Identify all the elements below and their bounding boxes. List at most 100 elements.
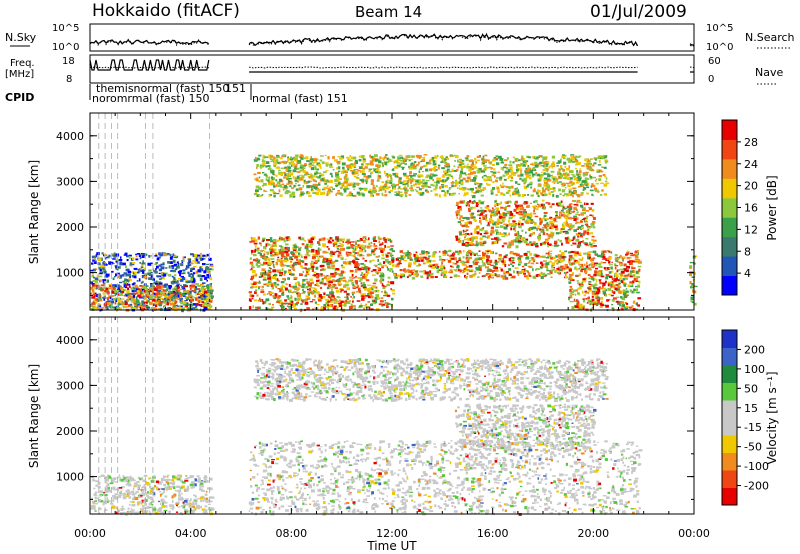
range-time-cell (280, 301, 283, 303)
range-time-cell (552, 187, 556, 191)
range-time-cell (341, 171, 345, 174)
range-time-cell (345, 283, 349, 287)
range-time-cell (258, 195, 263, 197)
range-time-cell (190, 269, 193, 272)
range-time-cell (251, 253, 253, 255)
range-time-cell (267, 275, 269, 278)
range-time-cell (187, 294, 191, 298)
range-time-cell (409, 270, 413, 274)
range-time-cell (550, 233, 555, 237)
range-time-cell (162, 293, 165, 295)
range-time-cell (571, 161, 576, 163)
range-time-cell (444, 158, 447, 161)
range-time-cell (321, 237, 325, 241)
range-time-cell (550, 269, 554, 272)
range-time-cell (548, 250, 553, 253)
range-time-cell (304, 245, 309, 248)
range-time-cell (265, 161, 270, 164)
range-time-cell (559, 268, 562, 272)
range-time-cell (531, 173, 536, 176)
range-time-cell (91, 296, 96, 299)
range-time-cell (93, 260, 97, 264)
range-time-cell (425, 271, 429, 275)
range-time-cell (197, 285, 200, 287)
range-time-cell (118, 288, 121, 292)
range-time-cell (347, 254, 351, 256)
range-time-cell (443, 270, 448, 274)
range-time-cell (257, 299, 260, 302)
range-time-cell (343, 284, 347, 286)
range-time-cell (400, 188, 403, 190)
range-time-cell (301, 301, 304, 303)
range-time-cell (516, 187, 519, 189)
range-time-cell (289, 185, 292, 188)
range-time-cell (500, 268, 503, 272)
range-time-cell (542, 206, 545, 209)
range-time-cell (591, 193, 594, 196)
range-time-cell (451, 266, 454, 269)
range-time-cell (495, 238, 500, 241)
range-time-cell (361, 295, 365, 298)
range-time-cell (353, 305, 356, 308)
range-time-cell (475, 187, 477, 189)
range-time-cell (478, 219, 482, 223)
range-time-cell (336, 192, 341, 195)
range-time-cell (381, 253, 385, 257)
range-time-cell (470, 167, 475, 171)
range-time-cell (132, 294, 136, 298)
range-time-cell (356, 191, 360, 195)
range-time-cell (137, 268, 140, 271)
range-time-cell (283, 270, 287, 274)
range-time-cell (280, 264, 285, 267)
range-time-cell (524, 220, 527, 224)
range-time-cell (202, 263, 206, 266)
range-time-cell (273, 248, 277, 252)
range-time-cell (289, 264, 292, 268)
range-time-cell (496, 240, 499, 242)
range-time-cell (541, 263, 544, 267)
range-time-cell (536, 163, 541, 165)
range-time-cell (371, 249, 375, 252)
range-time-cell (517, 213, 520, 215)
range-time-cell (455, 155, 459, 159)
range-time-cell (398, 192, 401, 194)
range-time-cell (275, 262, 279, 266)
range-time-cell (206, 286, 210, 289)
range-time-cell (472, 252, 475, 256)
range-time-cell (466, 272, 469, 275)
range-time-cell (284, 173, 287, 176)
range-time-cell (160, 266, 165, 270)
range-time-cell (562, 228, 565, 231)
range-time-cell (506, 186, 509, 189)
range-time-cell (410, 184, 413, 188)
range-time-cell (321, 161, 325, 165)
range-time-cell (330, 272, 334, 275)
range-time-cell (562, 206, 565, 209)
range-time-cell (404, 191, 408, 194)
range-time-cell (424, 181, 428, 185)
range-time-cell (396, 158, 401, 161)
range-time-cell (535, 254, 539, 258)
range-time-cell (133, 267, 138, 270)
range-time-cell (335, 289, 340, 293)
range-time-cell (432, 163, 437, 166)
range-time-cell (142, 280, 144, 284)
range-time-cell (522, 215, 527, 218)
range-time-cell (254, 156, 257, 160)
range-time-cell (340, 308, 342, 311)
range-time-cell (528, 275, 532, 277)
range-time-cell (287, 156, 289, 159)
range-time-cell (297, 281, 300, 284)
range-time-cell (379, 300, 384, 303)
range-time-cell (271, 276, 276, 279)
range-time-cell (502, 174, 506, 177)
range-time-cell (509, 166, 513, 170)
range-time-cell (360, 285, 363, 288)
range-time-cell (528, 183, 533, 186)
range-time-cell (372, 269, 377, 272)
range-time-cell (92, 268, 96, 272)
range-time-cell (99, 267, 104, 270)
range-time-cell (514, 159, 517, 161)
range-time-cell (570, 211, 574, 213)
range-time-cell (351, 281, 354, 285)
